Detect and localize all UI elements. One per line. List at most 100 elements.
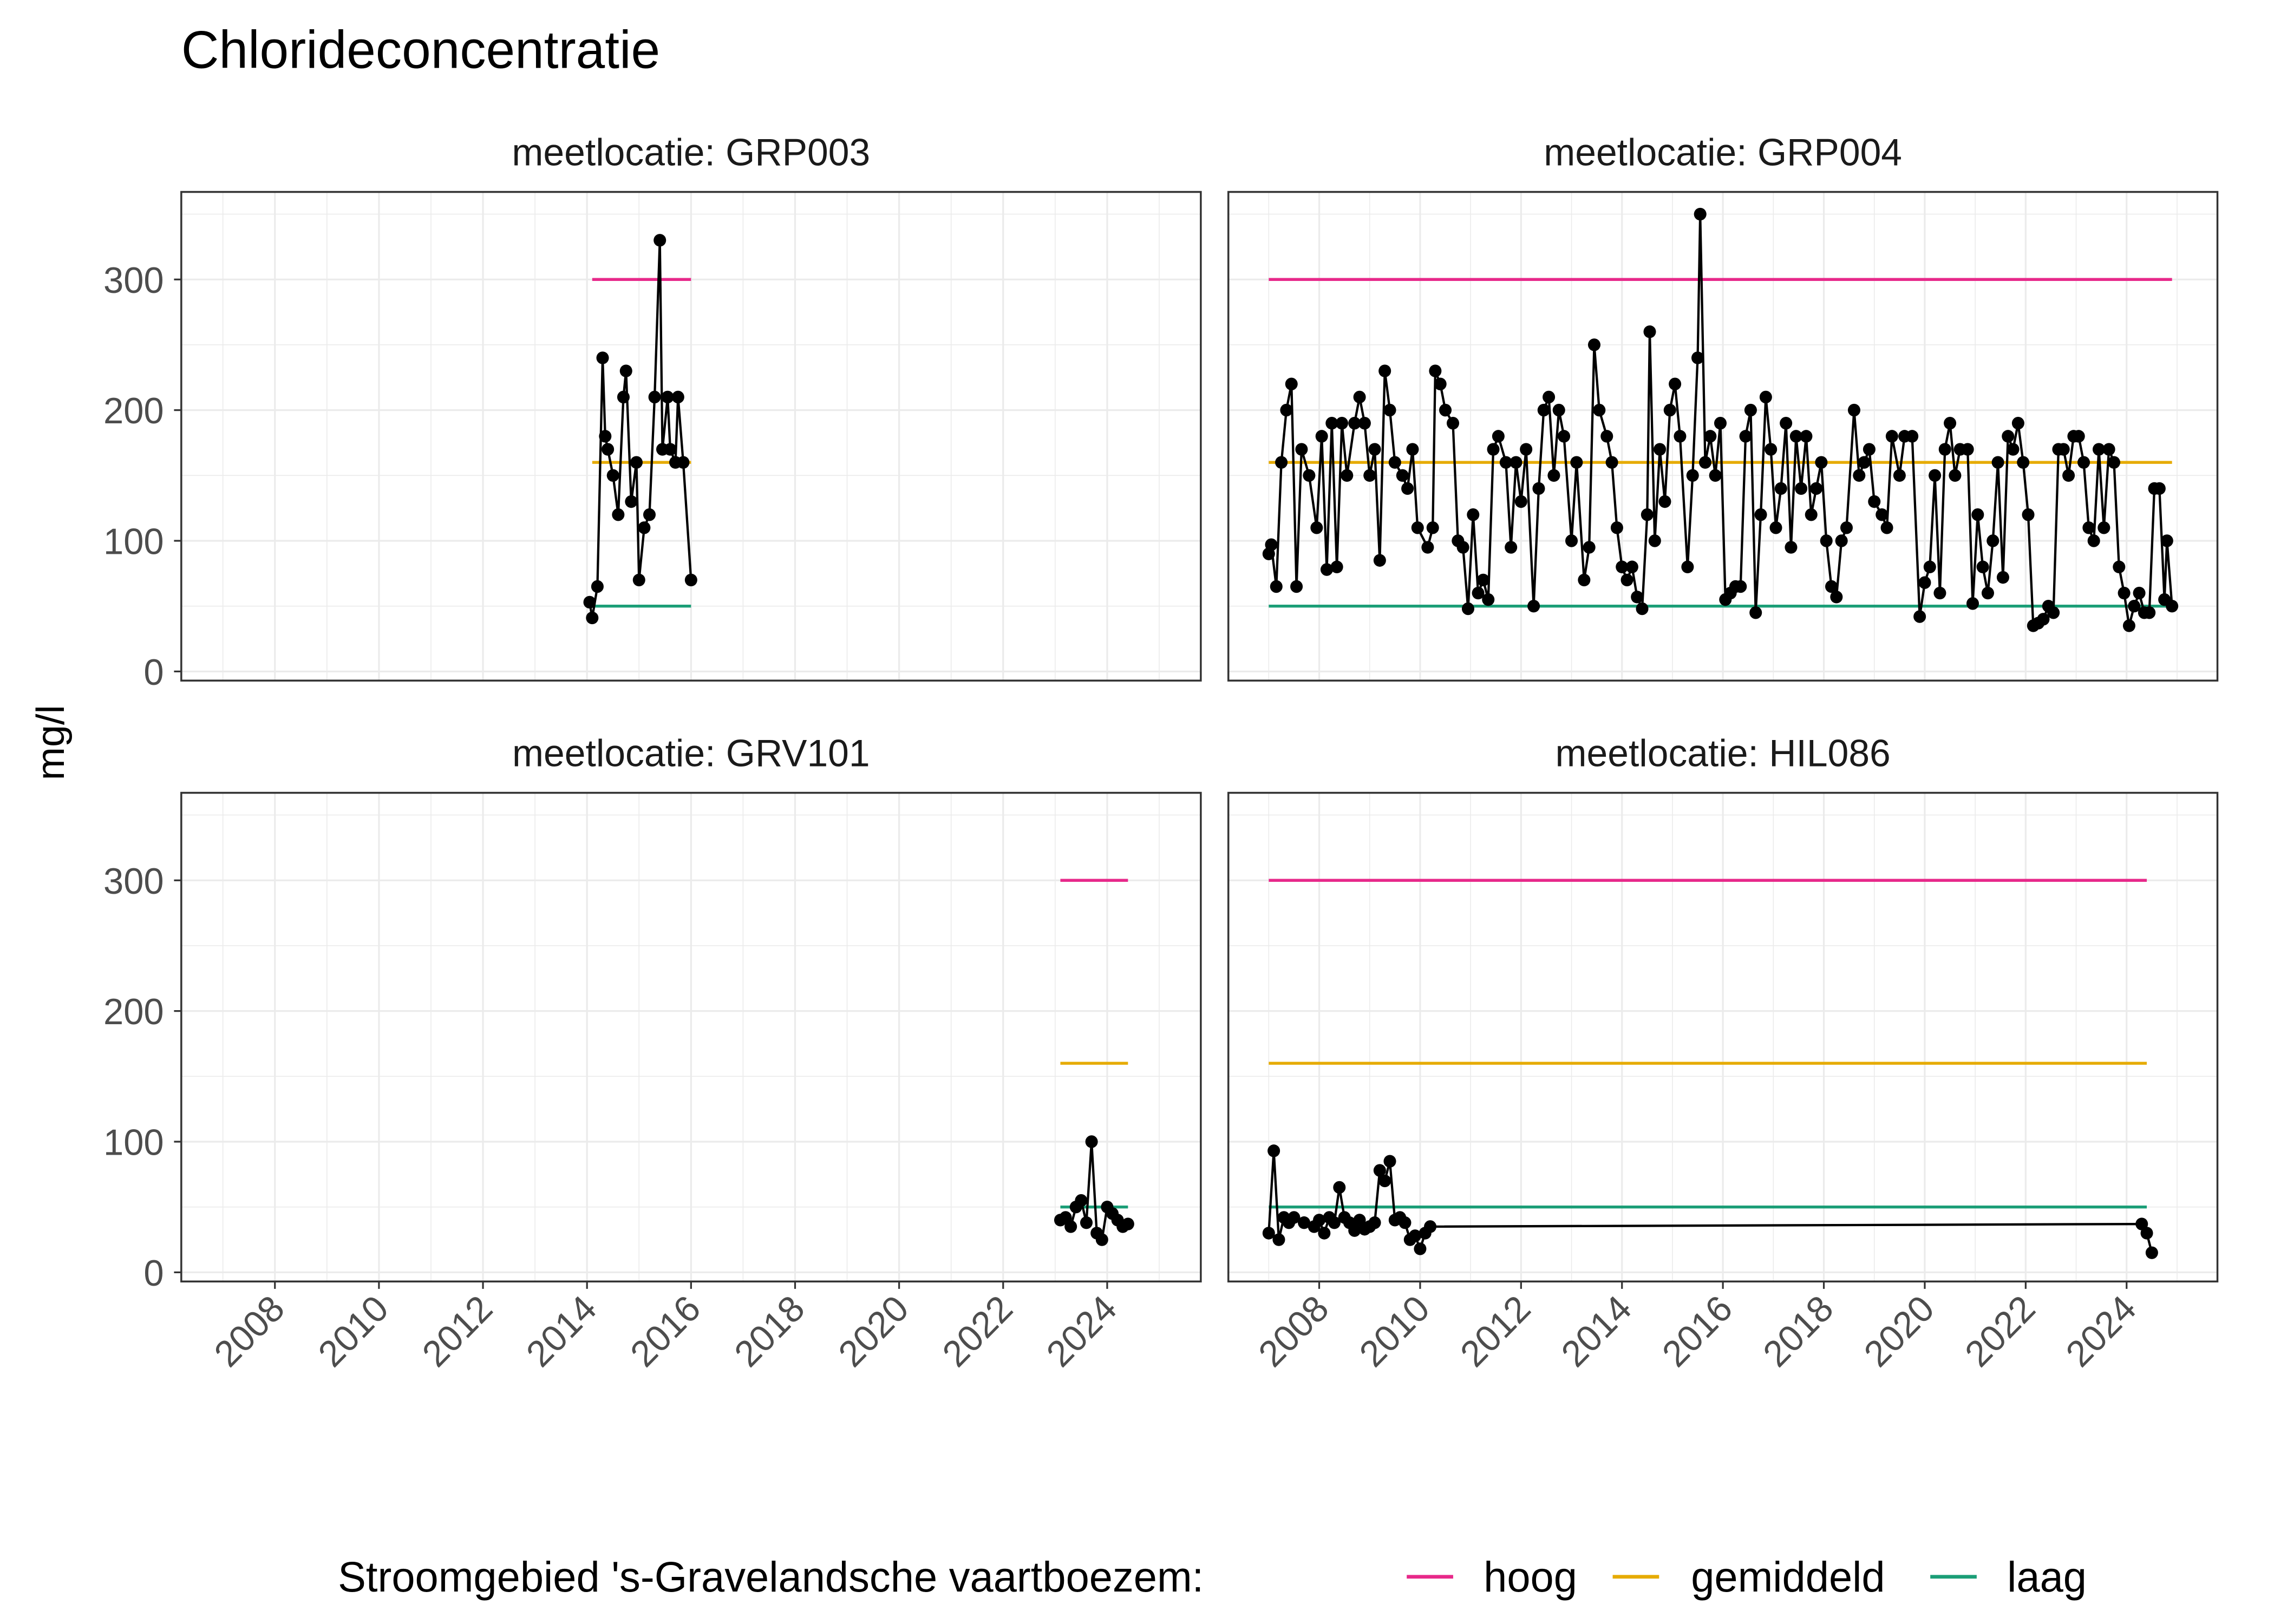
data-point: [2122, 619, 2135, 632]
data-point: [1378, 364, 1391, 377]
data-point: [1616, 560, 1629, 574]
data-point: [2057, 443, 2070, 456]
data-point: [1840, 521, 1853, 534]
data-point: [671, 390, 684, 404]
data-point: [617, 390, 630, 404]
data-point: [1399, 1216, 1412, 1229]
data-point: [1694, 207, 1707, 221]
data-point: [619, 364, 632, 377]
data-point: [1631, 591, 1644, 604]
data-point: [1704, 430, 1717, 443]
data-point: [606, 469, 619, 482]
data-point: [1605, 456, 1618, 469]
data-point: [648, 390, 661, 404]
data-point: [2102, 443, 2115, 456]
data-point: [2143, 606, 2156, 619]
data-point: [1880, 521, 1893, 534]
data-point: [2166, 599, 2179, 613]
data-point: [1476, 573, 1489, 587]
data-point: [1749, 606, 1762, 619]
data-point: [1472, 586, 1485, 600]
data-point: [638, 521, 651, 534]
data-point: [1341, 469, 1354, 482]
data-point: [1295, 443, 1308, 456]
data-point: [1863, 443, 1876, 456]
strip-label: meetlocatie: GRP003: [512, 130, 870, 174]
data-point: [1401, 482, 1414, 495]
data-point: [1510, 456, 1522, 469]
data-point: [1388, 456, 1401, 469]
data-point: [1600, 430, 1613, 443]
data-point: [1789, 430, 1802, 443]
data-point: [1285, 377, 1298, 391]
data-point: [1699, 456, 1712, 469]
data-point: [1681, 560, 1694, 574]
data-point: [2082, 521, 2095, 534]
data-point: [1669, 377, 1682, 391]
data-point: [664, 443, 677, 456]
y-tick-label: 200: [103, 992, 164, 1033]
legend-label-hoog: hoog: [1484, 1553, 1577, 1601]
data-point: [654, 234, 666, 247]
data-point: [1348, 417, 1361, 430]
x-tick-label: 2010: [311, 1288, 396, 1375]
data-point: [1830, 591, 1843, 604]
data-point: [1918, 576, 1931, 589]
data-point: [1558, 430, 1571, 443]
x-tick-label: 2022: [1957, 1288, 2043, 1375]
y-tick-label: 300: [103, 260, 164, 301]
data-point: [1288, 1211, 1301, 1224]
data-point: [1691, 351, 1704, 364]
data-point: [1663, 403, 1676, 417]
y-tick-label: 0: [143, 652, 164, 693]
data-point: [1759, 390, 1772, 404]
x-tick-label: 2018: [1756, 1288, 1841, 1375]
data-point: [1378, 1174, 1391, 1188]
data-point: [1280, 403, 1293, 417]
data-point: [1064, 1220, 1077, 1233]
data-point: [1906, 430, 1919, 443]
data-point: [677, 456, 690, 469]
data-point: [1272, 1233, 1285, 1246]
data-point: [1583, 541, 1596, 554]
data-point: [1565, 534, 1578, 547]
data-point: [1981, 586, 1994, 600]
data-point: [1769, 521, 1782, 534]
data-point: [586, 611, 599, 625]
data-point: [1923, 560, 1936, 574]
data-point: [1363, 469, 1376, 482]
strip-label: meetlocatie: HIL086: [1555, 731, 1890, 775]
data-point: [1446, 417, 1460, 430]
data-point: [1938, 443, 1951, 456]
data-point: [1648, 534, 1661, 547]
data-point: [602, 443, 615, 456]
data-point: [1303, 469, 1316, 482]
data-point: [599, 430, 612, 443]
data-point: [1499, 456, 1512, 469]
data-point: [1328, 1216, 1341, 1229]
data-point: [596, 351, 609, 364]
data-point: [1456, 541, 1469, 554]
data-point: [1095, 1233, 1108, 1246]
data-point: [1298, 1216, 1311, 1229]
data-point: [2047, 606, 2060, 619]
data-point: [1373, 1164, 1386, 1177]
data-point: [1312, 1214, 1326, 1227]
x-tick-label: 2022: [935, 1288, 1021, 1375]
x-tick-label: 2008: [1251, 1288, 1337, 1375]
data-point: [2118, 586, 2131, 600]
data-point: [1520, 443, 1533, 456]
data-point: [1424, 1220, 1437, 1233]
data-point: [1800, 430, 1813, 443]
data-point: [2007, 443, 2020, 456]
data-point: [2113, 560, 2126, 574]
data-point: [661, 390, 674, 404]
data-point: [1409, 1229, 1422, 1242]
x-tick-label: 2020: [831, 1288, 917, 1375]
data-point: [1765, 443, 1778, 456]
data-point: [2002, 430, 2015, 443]
data-point: [1532, 482, 1545, 495]
data-point: [1625, 560, 1638, 574]
data-point: [2140, 1227, 2153, 1240]
data-point: [1396, 469, 1409, 482]
